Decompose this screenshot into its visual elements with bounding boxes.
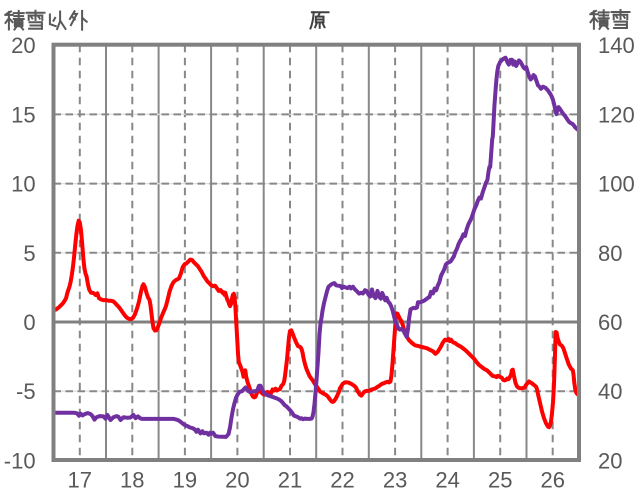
svg-text:17: 17 <box>68 468 92 493</box>
svg-text:100: 100 <box>598 172 635 197</box>
svg-text:21: 21 <box>278 468 302 493</box>
svg-text:140: 140 <box>598 33 635 58</box>
svg-text:20: 20 <box>598 448 622 473</box>
svg-text:18: 18 <box>120 468 144 493</box>
svg-text:80: 80 <box>598 241 622 266</box>
svg-text:19: 19 <box>173 468 197 493</box>
svg-text:-10: -10 <box>4 448 36 473</box>
svg-text:20: 20 <box>225 468 249 493</box>
svg-text:-5: -5 <box>16 379 36 404</box>
svg-text:22: 22 <box>330 468 354 493</box>
svg-text:26: 26 <box>540 468 564 493</box>
svg-text:60: 60 <box>598 310 622 335</box>
svg-text:10: 10 <box>11 172 35 197</box>
svg-text:0: 0 <box>23 310 35 335</box>
svg-text:120: 120 <box>598 102 635 127</box>
svg-text:15: 15 <box>11 102 35 127</box>
svg-text:23: 23 <box>383 468 407 493</box>
svg-text:24: 24 <box>435 468 459 493</box>
svg-text:40: 40 <box>598 379 622 404</box>
svg-text:25: 25 <box>488 468 512 493</box>
svg-text:5: 5 <box>23 241 35 266</box>
svg-text:20: 20 <box>11 33 35 58</box>
